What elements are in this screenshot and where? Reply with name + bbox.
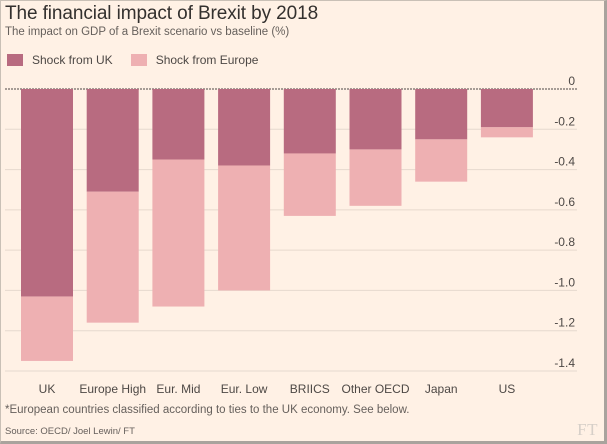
x-tick-label: Europe High (79, 382, 146, 396)
bar-shock-from-uk (21, 89, 73, 297)
y-tick-label: 0 (568, 74, 575, 88)
x-tick-label: US (499, 382, 516, 396)
y-tick-label: -0.4 (554, 155, 575, 169)
legend-swatch-europe (130, 54, 147, 66)
bar-shock-from-uk (283, 89, 336, 154)
bar-shock-from-uk (480, 89, 533, 128)
bar-shock-from-uk (415, 89, 468, 140)
ft-logo: FT (577, 420, 598, 439)
bar-shock-from-uk (218, 89, 271, 166)
y-tick-label: -0.8 (554, 235, 575, 249)
x-tick-label: UK (39, 382, 56, 396)
legend-label-uk: Shock from UK (32, 53, 113, 67)
y-tick-label: -1.4 (554, 356, 575, 370)
y-tick-label: -0.6 (554, 195, 575, 209)
bar-shock-from-europe (480, 127, 533, 138)
chart-title: The financial impact of Brexit by 2018 (5, 3, 319, 24)
legend-item-europe: Shock from Europe (130, 53, 259, 67)
bar-shock-from-europe (86, 191, 139, 323)
x-tick-label: Japan (425, 382, 458, 396)
bar-shock-from-europe (415, 139, 468, 182)
bar-shock-from-uk (152, 89, 205, 160)
x-tick-label: Other OECD (341, 382, 409, 396)
y-tick-label: -1.2 (554, 316, 575, 330)
bar-shock-from-uk (349, 89, 402, 150)
x-tick-label: BRIICS (290, 382, 330, 396)
bar-shock-from-europe (21, 296, 73, 361)
x-tick-label: Eur. Low (221, 382, 268, 396)
y-tick-label: -0.2 (554, 114, 575, 128)
chart-legend: Shock from UK Shock from Europe (7, 53, 276, 67)
bar-shock-from-europe (283, 153, 336, 216)
bar-shock-from-europe (152, 159, 205, 307)
source-credit: Source: OECD/ Joel Lewin/ FT (5, 426, 135, 437)
bar-shock-from-europe (218, 165, 271, 291)
legend-item-uk: Shock from UK (7, 53, 113, 67)
bar-shock-from-europe (349, 149, 402, 206)
chart-subtitle: The impact on GDP of a Brexit scenario v… (5, 26, 290, 38)
footnote: *European countries classified according… (5, 404, 410, 416)
x-tick-label: Eur. Mid (156, 382, 200, 396)
y-tick-label: -1.0 (554, 275, 575, 289)
legend-swatch-uk (7, 54, 23, 66)
bar-shock-from-uk (86, 89, 139, 192)
legend-label-europe: Shock from Europe (155, 53, 259, 67)
